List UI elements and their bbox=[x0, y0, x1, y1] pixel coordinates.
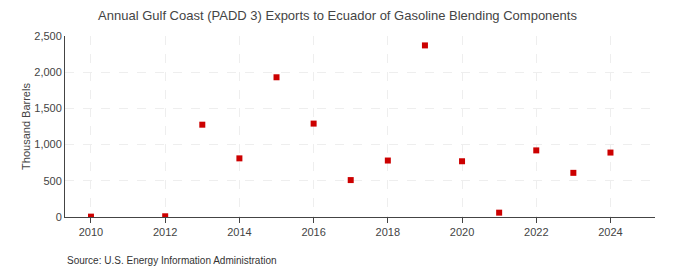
svg-text:2012: 2012 bbox=[153, 226, 177, 238]
svg-text:2024: 2024 bbox=[598, 226, 622, 238]
svg-text:2,500: 2,500 bbox=[34, 30, 62, 42]
svg-text:Thousand Barrels: Thousand Barrels bbox=[20, 83, 32, 170]
svg-text:Source: U.S. Energy Informatio: Source: U.S. Energy Information Administ… bbox=[67, 255, 277, 266]
svg-text:2010: 2010 bbox=[79, 226, 103, 238]
svg-text:2014: 2014 bbox=[227, 226, 251, 238]
svg-text:500: 500 bbox=[43, 175, 61, 187]
svg-text:2020: 2020 bbox=[450, 226, 474, 238]
svg-text:1,000: 1,000 bbox=[34, 138, 62, 150]
svg-text:1,500: 1,500 bbox=[34, 102, 62, 114]
svg-text:2,000: 2,000 bbox=[34, 66, 62, 78]
svg-text:2022: 2022 bbox=[524, 226, 548, 238]
svg-text:2018: 2018 bbox=[376, 226, 400, 238]
svg-text:0: 0 bbox=[56, 211, 62, 223]
svg-text:2016: 2016 bbox=[301, 226, 325, 238]
svg-text:Annual Gulf Coast (PADD 3) Exp: Annual Gulf Coast (PADD 3) Exports to Ec… bbox=[98, 8, 577, 23]
